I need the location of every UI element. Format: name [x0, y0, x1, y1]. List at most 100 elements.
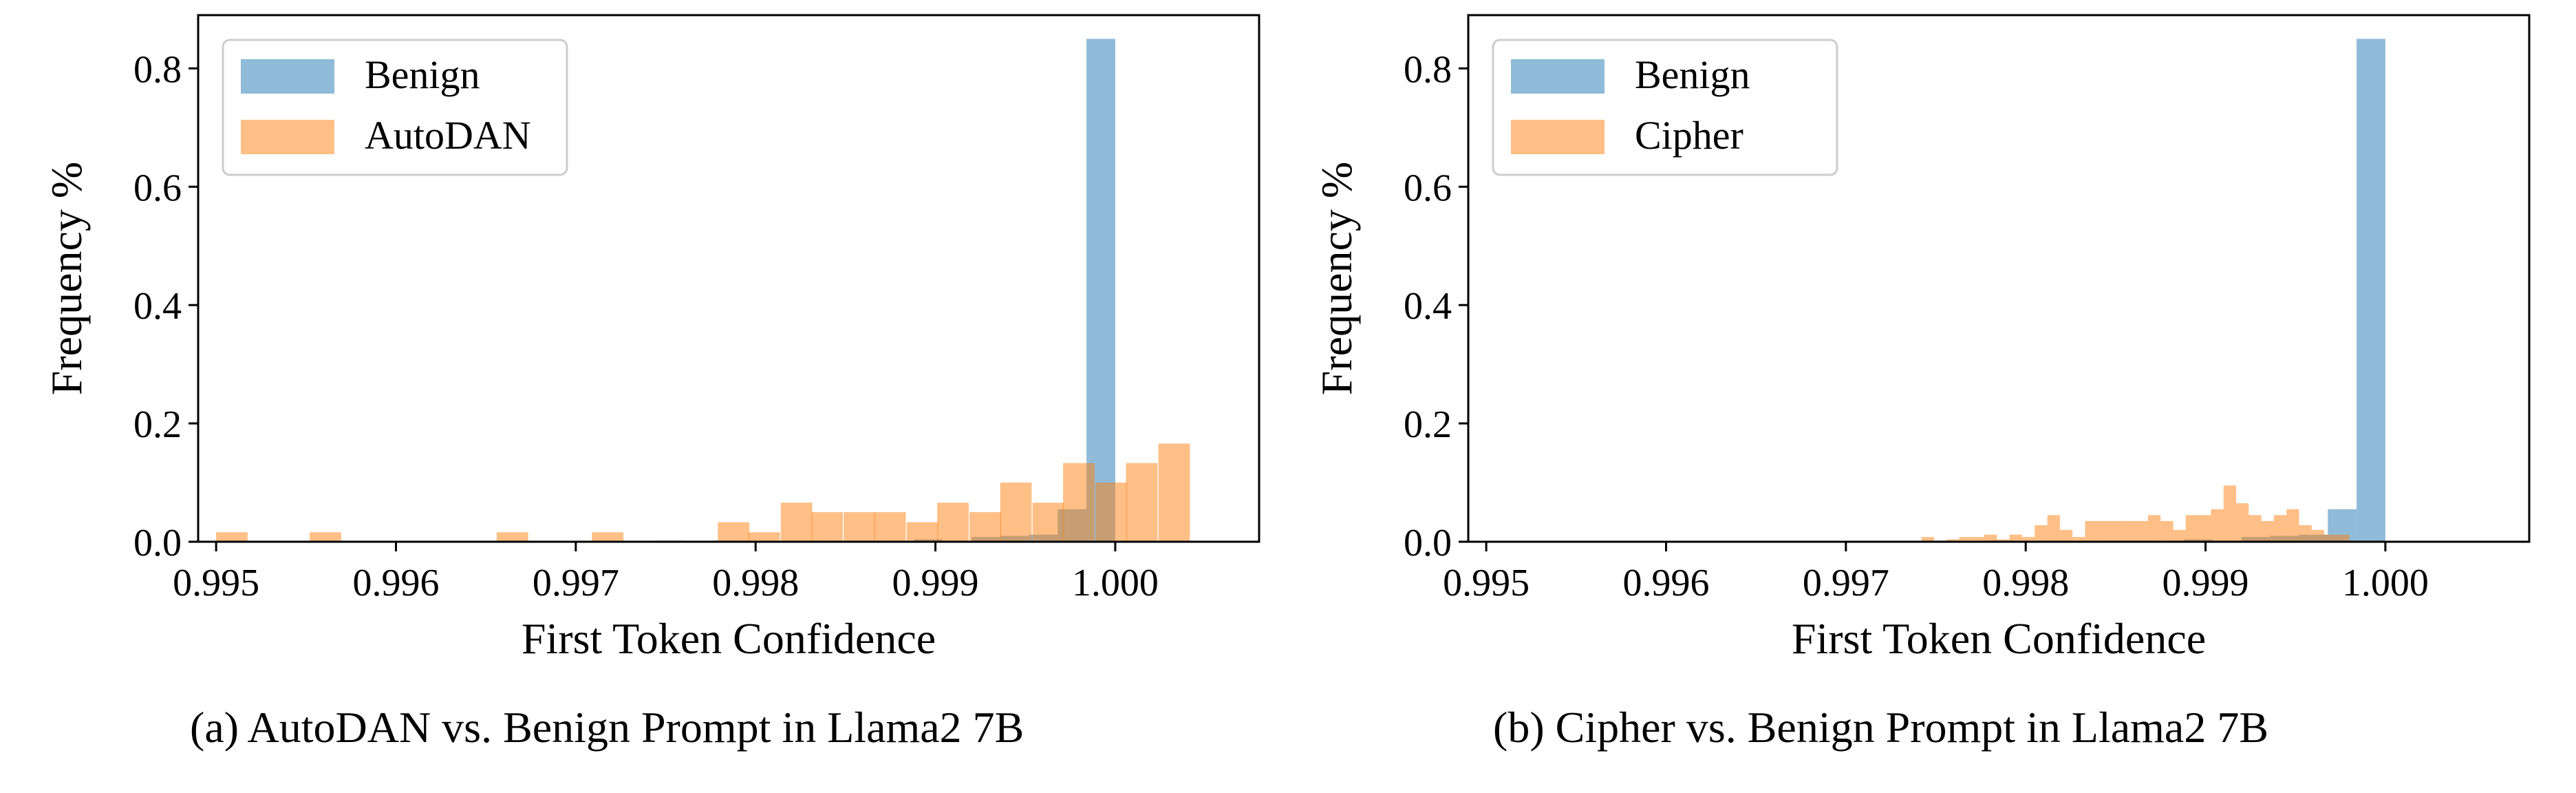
- bar: [2009, 534, 2022, 542]
- y-tick-label: 0.4: [133, 285, 182, 328]
- y-axis-label: Frequency %: [1312, 162, 1361, 395]
- legend-swatch: [1511, 120, 1604, 154]
- bar: [1971, 537, 1985, 542]
- bar: [1086, 39, 1115, 542]
- bar: [906, 522, 938, 542]
- y-tick-label: 0.0: [133, 522, 182, 564]
- bar: [2047, 515, 2060, 542]
- bar: [2337, 534, 2350, 542]
- bar: [1158, 443, 1190, 542]
- bar: [1095, 483, 1127, 542]
- series-autodan: [216, 443, 1190, 542]
- bar: [811, 512, 843, 542]
- legend: Benign AutoDAN: [222, 39, 568, 176]
- bar: [844, 512, 876, 542]
- bar: [1063, 463, 1095, 542]
- bar: [310, 532, 341, 542]
- bar: [748, 532, 780, 542]
- x-tick-label: 0.995: [1443, 562, 1530, 604]
- bar: [1126, 463, 1158, 542]
- bar: [1921, 537, 1934, 542]
- bar: [1959, 537, 1972, 542]
- legend-swatch: [241, 59, 334, 94]
- y-tick-label: 0.6: [133, 167, 182, 209]
- x-tick-label: 0.997: [1803, 562, 1889, 604]
- legend-swatch: [1511, 59, 1604, 94]
- bar: [780, 503, 813, 542]
- y-tick-label: 0.2: [1404, 403, 1452, 446]
- caption-b: (b) Cipher vs. Benign Prompt in Llama2 7…: [1493, 703, 2268, 752]
- y-tick-label: 0.6: [1404, 167, 1452, 209]
- y-tick-label: 0.8: [1404, 48, 1452, 91]
- y-tick-label: 0.2: [133, 403, 182, 446]
- bar: [2160, 520, 2174, 542]
- bar: [1000, 483, 1032, 542]
- x-tick-label: 0.996: [1622, 562, 1709, 604]
- x-tick-label: 0.998: [1982, 562, 2069, 604]
- plot-frame: [1467, 14, 2531, 543]
- bar: [496, 532, 528, 542]
- y-axis-label: Frequency %: [42, 162, 91, 395]
- series-cipher: [1921, 485, 2350, 542]
- bar: [216, 532, 248, 542]
- bar: [592, 532, 624, 542]
- histogram-panel-a: 0.995 0.996 0.997 0.998 0.999 1.000 0.0 0.2 0.4 0…: [42, 14, 1260, 663]
- y-tick-label: 0.4: [1404, 285, 1452, 328]
- histogram-panel-b: 0.995 0.996 0.997 0.998 0.999 1.000 0.0 0.2 0.4 0…: [1312, 14, 2531, 663]
- x-tick-label: 0.998: [712, 562, 799, 604]
- legend-swatch: [241, 120, 334, 154]
- x-tick-label: 0.995: [173, 562, 259, 604]
- bar: [2261, 520, 2274, 542]
- bar: [718, 522, 750, 542]
- bar: [937, 503, 969, 542]
- bar: [2286, 509, 2299, 542]
- bar: [2211, 509, 2224, 542]
- x-tick-label: 0.996: [352, 562, 439, 604]
- bar: [2021, 537, 2035, 542]
- legend: Benign Cipher: [1492, 39, 1838, 176]
- bar: [2223, 485, 2236, 542]
- bar: [2123, 520, 2136, 542]
- bar: [2235, 503, 2249, 542]
- series-benign: [1924, 39, 2385, 542]
- x-axis-label: First Token Confidence: [1792, 614, 2206, 663]
- bar: [2097, 520, 2111, 542]
- legend-entry: AutoDAN: [365, 113, 531, 158]
- legend-entry: Benign: [1635, 52, 1750, 97]
- series-benign: [654, 39, 1115, 542]
- bar: [2035, 525, 2048, 542]
- bar: [2273, 515, 2287, 542]
- y-tick-label: 0.0: [1404, 522, 1452, 564]
- bar: [2248, 515, 2262, 542]
- bar: [1984, 534, 1997, 542]
- x-tick-label: 1.000: [1072, 562, 1159, 604]
- bar: [2072, 537, 2085, 542]
- bar: [2085, 520, 2098, 542]
- plot-frame: [197, 14, 1260, 543]
- bar: [969, 512, 1001, 542]
- bar: [2135, 520, 2148, 542]
- x-tick-label: 0.999: [892, 562, 979, 604]
- bar: [1946, 539, 1960, 542]
- bar: [2173, 529, 2186, 542]
- bar: [2311, 529, 2325, 542]
- bar: [2299, 525, 2312, 542]
- bar: [2185, 515, 2199, 542]
- bar: [2324, 534, 2337, 542]
- x-tick-label: 0.999: [2162, 562, 2249, 604]
- caption-a: (a) AutoDAN vs. Benign Prompt in Llama2 …: [190, 703, 1024, 752]
- bar: [1032, 503, 1064, 542]
- bar: [2198, 515, 2211, 542]
- bar: [874, 512, 906, 542]
- x-tick-label: 0.997: [533, 562, 619, 604]
- bar: [2059, 529, 2073, 542]
- bar: [1997, 539, 2010, 542]
- legend-entry: Benign: [365, 52, 480, 97]
- x-axis-label: First Token Confidence: [522, 614, 936, 663]
- bar: [2357, 39, 2385, 542]
- y-tick-label: 0.8: [133, 48, 182, 91]
- bar: [2147, 515, 2161, 542]
- bar: [2110, 520, 2123, 542]
- legend-entry: Cipher: [1635, 113, 1743, 158]
